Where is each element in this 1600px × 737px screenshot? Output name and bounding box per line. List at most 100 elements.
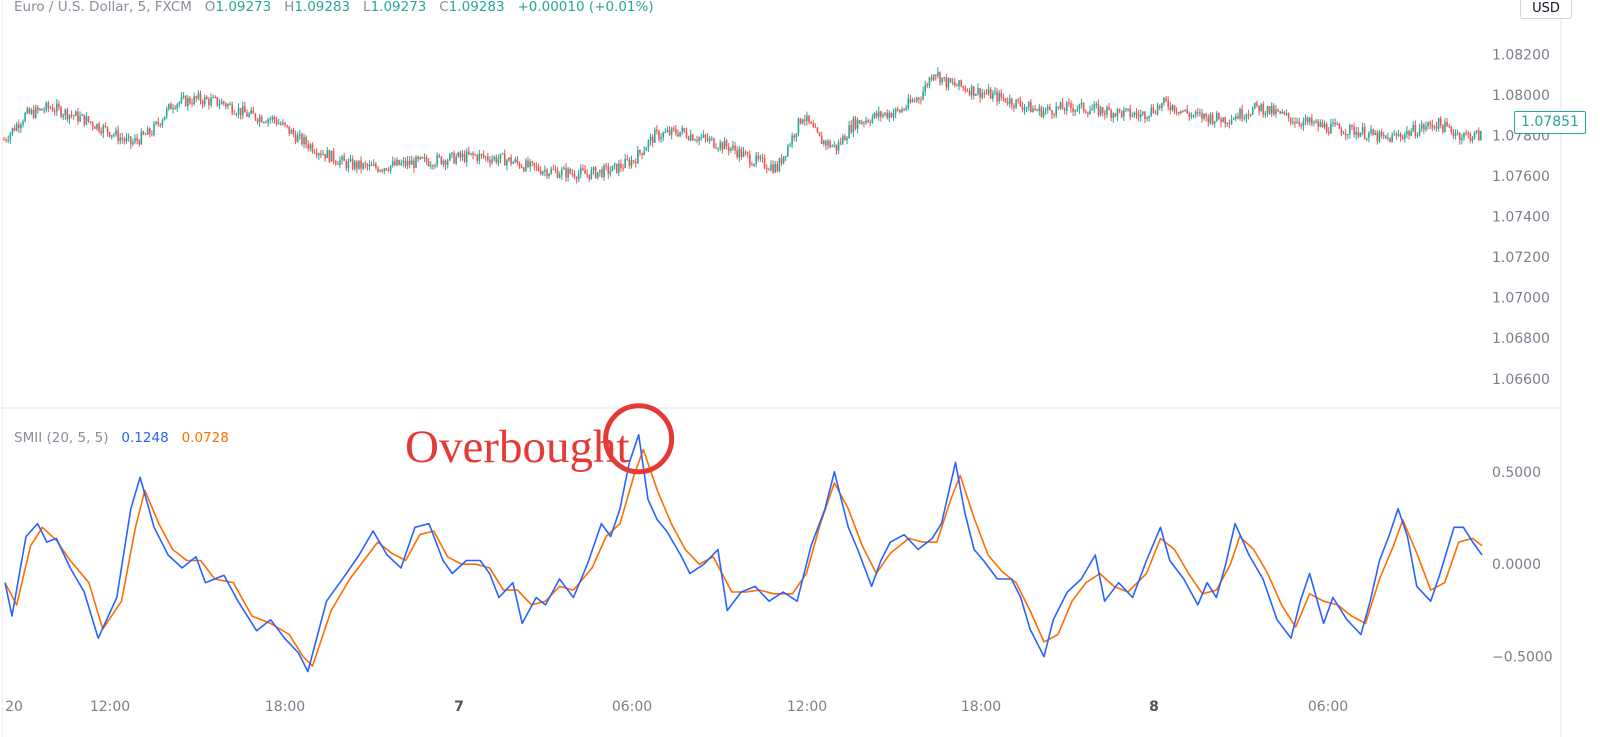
candle-body [711,138,713,140]
candle-body [1465,133,1467,135]
currency-button[interactable]: USD [1520,0,1572,19]
candle-body [679,131,681,137]
candle-body [176,104,179,109]
candle-body [1108,107,1110,110]
candle-body [734,145,736,151]
candle-body [463,153,466,162]
candle-body [1433,126,1436,128]
candle-body [1471,138,1474,141]
candle-body [789,144,791,146]
candle-body [907,98,910,108]
candle-body [1437,118,1440,129]
candle-body [630,160,633,167]
candle-body [1224,117,1227,124]
candle-body [1207,116,1210,123]
candle-body [370,164,373,166]
time-tick-label: 18:00 [961,699,1001,715]
candle-body [1203,113,1205,119]
candle-body [1397,134,1400,136]
candle-body [1123,109,1125,117]
candle-body [998,92,1000,102]
candle-body [514,159,517,163]
candle-body [550,169,553,174]
candle-body [567,168,569,178]
symbol-legend: Euro / U.S. Dollar, 5, FXCM O1.09273 H1.… [14,0,654,15]
candle-body [1355,131,1358,135]
candle-body [721,142,724,150]
candle-body [1412,125,1415,132]
candle-body [1279,111,1281,114]
candle-body [970,86,973,96]
candle-body [347,161,350,169]
candle-body [402,160,405,163]
candle-body [1184,109,1186,112]
candle-body [700,137,703,139]
candle-body [1287,113,1290,118]
candle-body [740,148,743,157]
candle-body [723,140,726,150]
candle-body [586,173,588,175]
candle-body [442,160,445,165]
candle-body [165,108,168,117]
candle-body [1074,109,1077,112]
candle-body [1406,130,1408,135]
candle-body [795,133,798,138]
candle-body [1254,102,1256,109]
candle-body [1137,114,1140,117]
candle-body [132,141,134,145]
candle-body [601,169,603,178]
candle-body [596,172,599,178]
candle-body [892,113,895,118]
candle-body [639,150,641,153]
candle-body [1234,116,1237,119]
candle-body [379,170,381,172]
last-price-label: 1.07851 [1514,111,1586,134]
candle-body [1429,122,1431,125]
candle-body [1127,108,1129,110]
candle-body [1152,107,1155,113]
candle-body [1351,124,1353,127]
candle-body [704,134,707,138]
candle-body [656,129,658,131]
candle-body [470,152,472,155]
candle-body [1317,120,1319,127]
candle-body [372,164,375,166]
candle-body [1239,109,1241,119]
candle-body [1059,102,1062,109]
candle-body [231,104,233,114]
candle-body [225,103,227,107]
candle-body [951,82,954,84]
low-value: 1.09273 [370,0,427,15]
candle-body [865,120,867,123]
candle-body [806,115,808,122]
candle-body [584,170,586,174]
candle-body [622,167,624,169]
candle-body [1277,109,1279,112]
candle-body [68,114,71,120]
candle-body [1243,118,1246,120]
candle-body [212,96,214,98]
candle-body [275,119,278,124]
candle-body [1053,114,1055,116]
candle-body [1435,126,1438,129]
candle-body [311,144,314,152]
candle-body [508,157,510,161]
candle-body [668,130,671,135]
candle-body [383,168,386,171]
candle-body [719,142,722,149]
candle-body [1294,121,1296,124]
candle-body [609,171,612,174]
candle-body [742,151,745,157]
candle-body [465,151,468,162]
candle-body [140,131,143,145]
candle-body [368,164,371,167]
candle-body [548,173,550,177]
price-tick-label: 1.06800 [1492,331,1550,347]
candle-body [1237,116,1239,119]
candle-body [1072,107,1074,112]
candle-body [947,78,950,88]
candle-body [1065,102,1068,111]
candle-body [330,150,333,162]
